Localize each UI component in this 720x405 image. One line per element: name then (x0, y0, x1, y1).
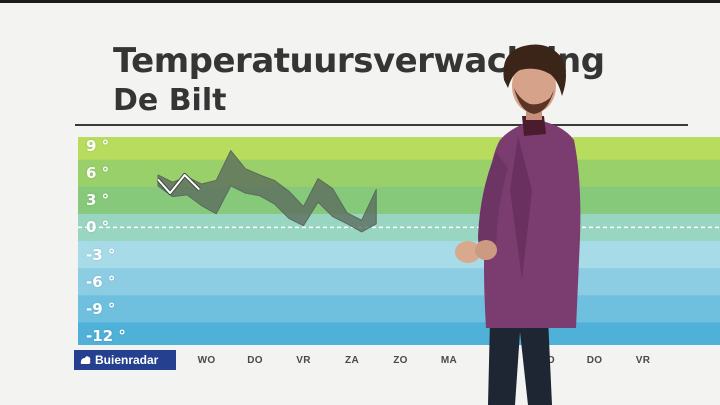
presenter-figure (455, 44, 581, 405)
y-tick-label: -3 ° (86, 245, 116, 264)
x-tick-label: DO (247, 355, 263, 366)
x-tick-label: VR (296, 355, 311, 366)
brand-name: Buienradar (95, 353, 159, 367)
chart-subtitle: De Bilt (113, 83, 227, 118)
y-tick-label: -9 ° (86, 299, 116, 318)
temperature-band (78, 322, 720, 345)
observed-temperature-line (157, 173, 200, 195)
x-tick-label: MA (440, 355, 458, 366)
brand-logo: Buienradar (74, 350, 176, 370)
temperature-band (78, 137, 720, 161)
temperature-band (78, 213, 720, 242)
temperature-band (78, 268, 720, 296)
x-tick-label: DO (586, 355, 603, 366)
x-tick-label: WO (197, 355, 216, 366)
forecast-range-band (157, 150, 377, 233)
y-tick-label: 9 ° (86, 137, 110, 156)
x-tick-label: ZO (393, 355, 408, 366)
x-tick-label: ZA (345, 355, 359, 366)
y-tick-label: 0 ° (86, 218, 110, 237)
y-tick-label: -12 ° (86, 326, 126, 345)
y-tick-label: 6 ° (86, 164, 110, 183)
top-edge-bar (0, 0, 720, 3)
temperature-band (78, 295, 720, 323)
y-tick-label: 3 ° (86, 191, 110, 210)
y-tick-label: -6 ° (86, 272, 116, 291)
x-tick-label: VR (635, 355, 651, 366)
buienradar-logo-icon (78, 353, 92, 367)
temperature-band (78, 241, 720, 269)
temperature-chart (78, 137, 720, 345)
title-divider (75, 124, 688, 126)
